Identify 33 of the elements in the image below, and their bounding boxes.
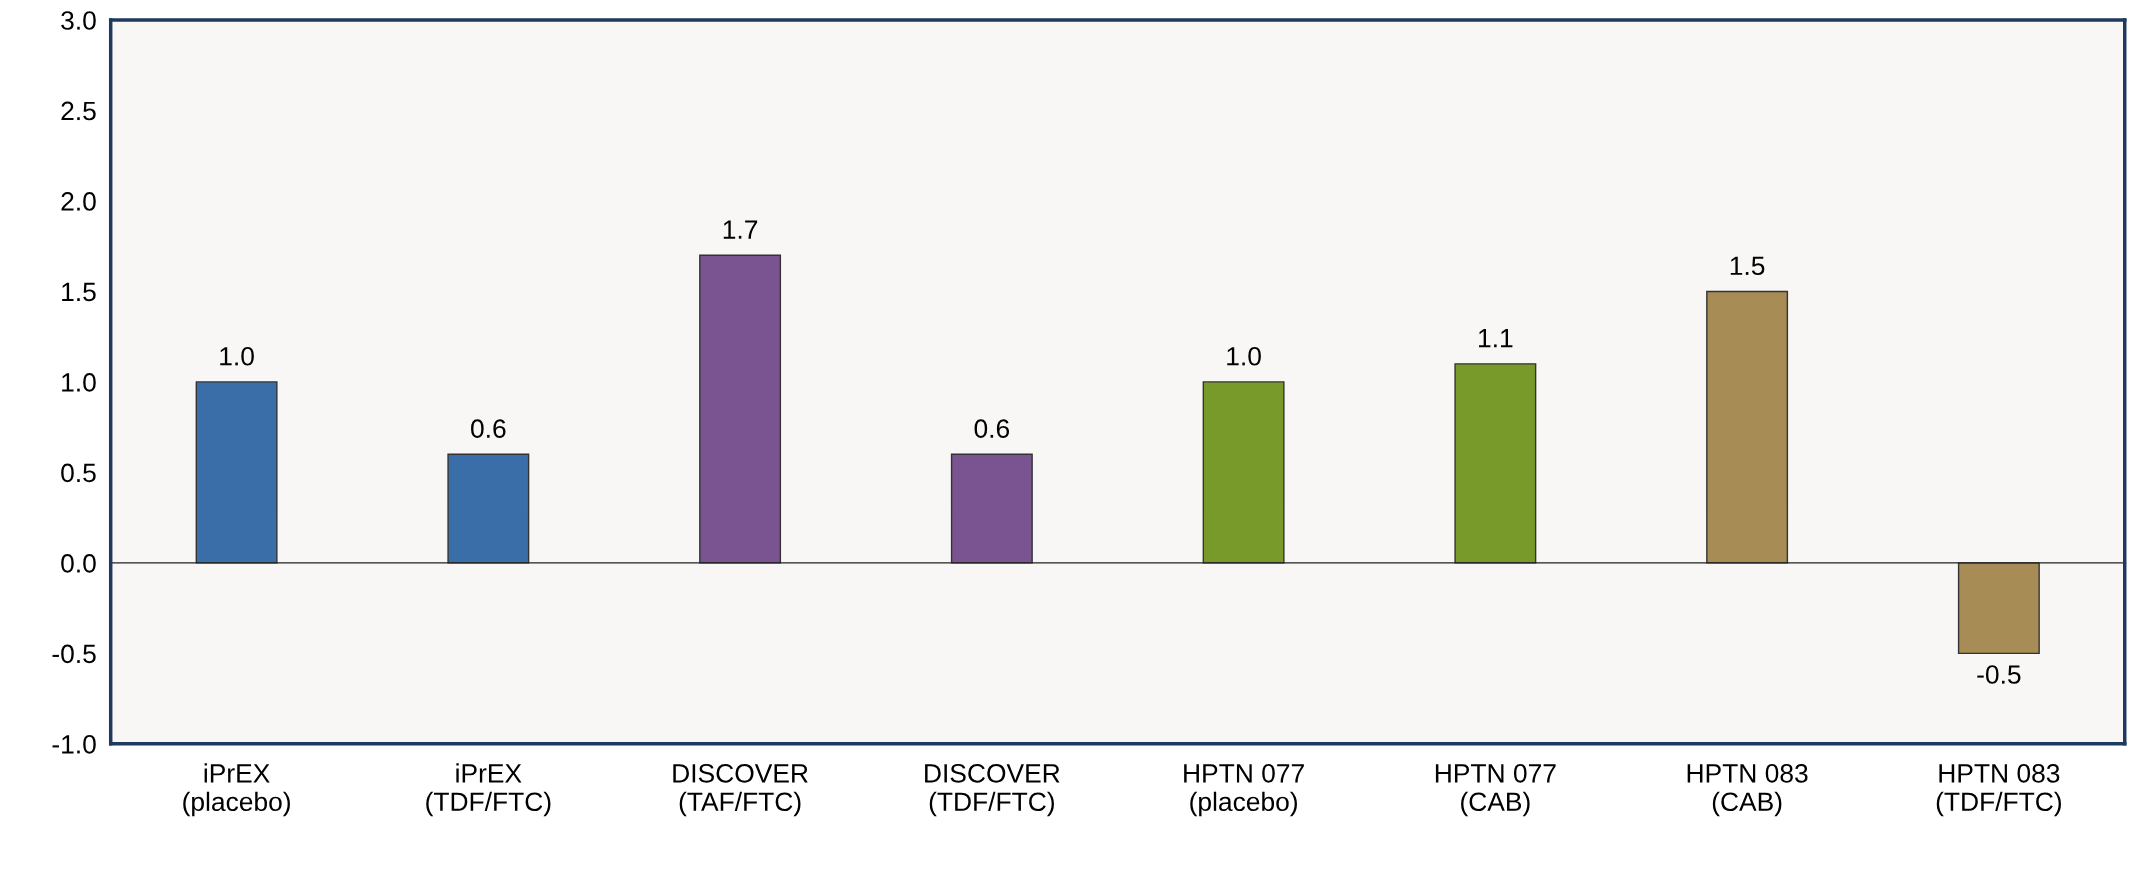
y-tick-label: 0.5 [61,463,96,483]
x-tick-label: iPrEX (TDF/FTC) [426,763,551,817]
bar [1454,363,1537,564]
x-tick-label: DISCOVER (TAF/FTC) [673,763,808,817]
data-label: 1.0 [1227,346,1261,366]
data-label: -0.5 [1977,665,2021,684]
data-label: 1.7 [723,220,758,239]
x-tick-label: iPrEX (placebo) [183,763,290,817]
x-tick-label: HPTN 077 (CAB) [1435,763,1556,817]
y-tick-label: 1.0 [62,373,96,392]
bar [699,254,782,564]
y-tick-label: -1.0 [52,734,96,754]
data-label: 0.6 [471,419,506,438]
data-label: 1.1 [1479,329,1513,348]
data-label: 1.0 [220,346,254,366]
x-tick-label: HPTN 077 (placebo) [1184,763,1304,817]
bar [447,453,530,564]
x-tick-label: HPTN 083 (CAB) [1687,763,1808,817]
y-tick-label: 2.5 [61,101,96,121]
y-tick-label: 0.0 [61,554,96,573]
y-tick-label: 2.0 [61,192,96,211]
bar [1957,562,2040,655]
y-tick-label: -0.5 [52,644,96,664]
y-tick-label: 3.0 [61,11,96,30]
data-label: 0.6 [974,419,1010,438]
bar [950,453,1033,564]
x-tick-label: HPTN 083 (TDF/FTC) [1936,763,2061,817]
y-tick-label: 1.5 [62,282,96,302]
x-tick-label: DISCOVER (TDF/FTC) [925,763,1060,817]
bar [1202,381,1285,564]
bar [1706,290,1789,564]
data-label: 1.5 [1730,256,1765,276]
bar [195,381,278,564]
